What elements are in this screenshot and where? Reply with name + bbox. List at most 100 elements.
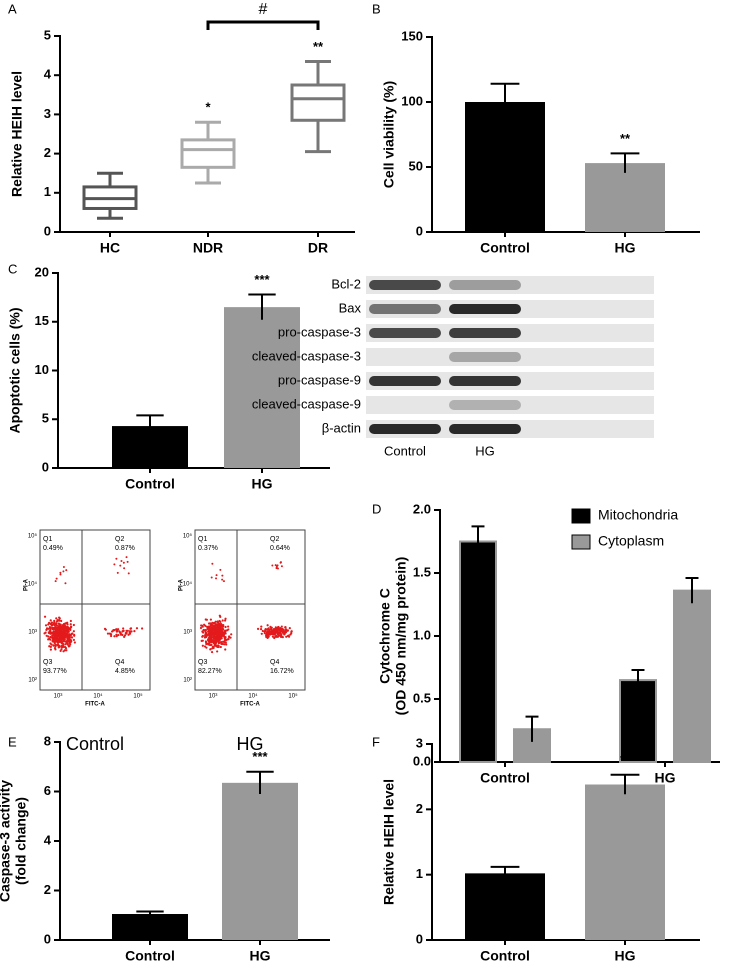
event-dot [106,632,110,635]
event-dot [279,561,282,564]
event-dot [266,628,269,631]
event-dot [54,645,57,648]
event-dot [58,616,61,619]
error-bar [490,865,520,880]
x-tick-label: Control [125,476,175,492]
event-dot [217,645,220,649]
event-dot [55,629,58,632]
y-tick-label: 2 [44,145,51,160]
error-bar [471,525,485,557]
event-dot [209,625,212,628]
band [449,400,521,410]
band [449,352,521,362]
event-dot [59,631,62,635]
event-dot [215,574,218,577]
quadrant-name: Q2 [115,536,124,543]
event-dot [57,640,60,644]
event-dot [275,635,278,639]
flow-y-label: PI-A [179,578,185,591]
event-dot [260,625,263,628]
event-dot [211,562,214,565]
event-dot [119,564,122,567]
event-dot [212,624,215,627]
y-tick-label: 1 [416,866,423,881]
event-dot [216,650,219,653]
event-dot [73,633,76,636]
event-dot [273,633,276,636]
flow-x-tick: 10⁵ [288,693,298,700]
event-dot [72,630,75,633]
flow-y-tick: 10³ [183,630,192,636]
quadrant-percent: 0.87% [115,545,135,552]
event-dot [276,564,279,567]
event-dot [260,632,263,635]
box [290,83,346,122]
event-dot [123,635,126,638]
event-dot [66,626,70,629]
y-tick-label: 3 [416,735,423,750]
quadrant-name: Q3 [198,659,207,666]
event-dot [120,560,123,563]
event-dot [224,638,227,642]
event-dot [64,626,67,629]
event-dot [62,566,65,569]
event-dot [215,626,218,630]
y-tick-label: 0.0 [413,753,431,768]
x-tick-label: Control [480,948,530,964]
event-dot [55,620,59,623]
event-dot [209,622,213,625]
event-dot [290,632,293,635]
flow-y-tick: 10⁵ [28,533,38,540]
event-dot [225,643,228,646]
y-tick-label: 0 [44,223,51,238]
event-dot [224,636,227,639]
event-dot [263,631,266,635]
event-dot [49,635,52,639]
band [369,328,441,338]
error-bar [246,770,274,794]
event-dot [55,617,58,620]
event-dot [66,623,69,626]
event-dot [284,628,288,631]
event-dot [125,629,128,632]
bracket-label: # [259,1,268,18]
event-dot [53,622,56,626]
event-dot [211,647,214,650]
event-dot [103,627,107,630]
event-dot [72,638,76,642]
error-bar [525,715,539,742]
event-dot [268,628,271,631]
flow-y-label: PI-A [24,578,30,591]
quadrant-percent: 93.77% [43,668,67,675]
error-bar [248,293,276,320]
event-dot [108,632,112,635]
event-dot [49,619,52,622]
event-dot [51,639,54,642]
event-dot [218,614,221,617]
y-tick-label: 4 [44,832,52,847]
error-bar [136,910,164,917]
event-dot [212,637,216,640]
y-tick-label: 150 [401,28,423,43]
y-tick-label: 1.0 [413,627,431,642]
event-dot [221,642,224,646]
event-dot [224,619,227,622]
event-dot [215,637,218,640]
quadrant-name: Q1 [43,536,52,543]
event-dot [58,638,61,641]
flow-caption: HG [237,734,264,754]
band [449,424,521,434]
event-dot [50,632,53,635]
event-dot [280,565,283,568]
panel-label: B [372,1,381,16]
event-dot [219,635,223,638]
y-tick-label: 0 [44,931,51,946]
error-bar [136,414,164,437]
event-dot [283,631,287,635]
event-dot [205,646,208,649]
quadrant-name: Q4 [115,659,124,666]
event-dot [266,624,269,627]
event-dot [47,631,51,635]
band [449,376,521,386]
event-dot [269,632,272,635]
